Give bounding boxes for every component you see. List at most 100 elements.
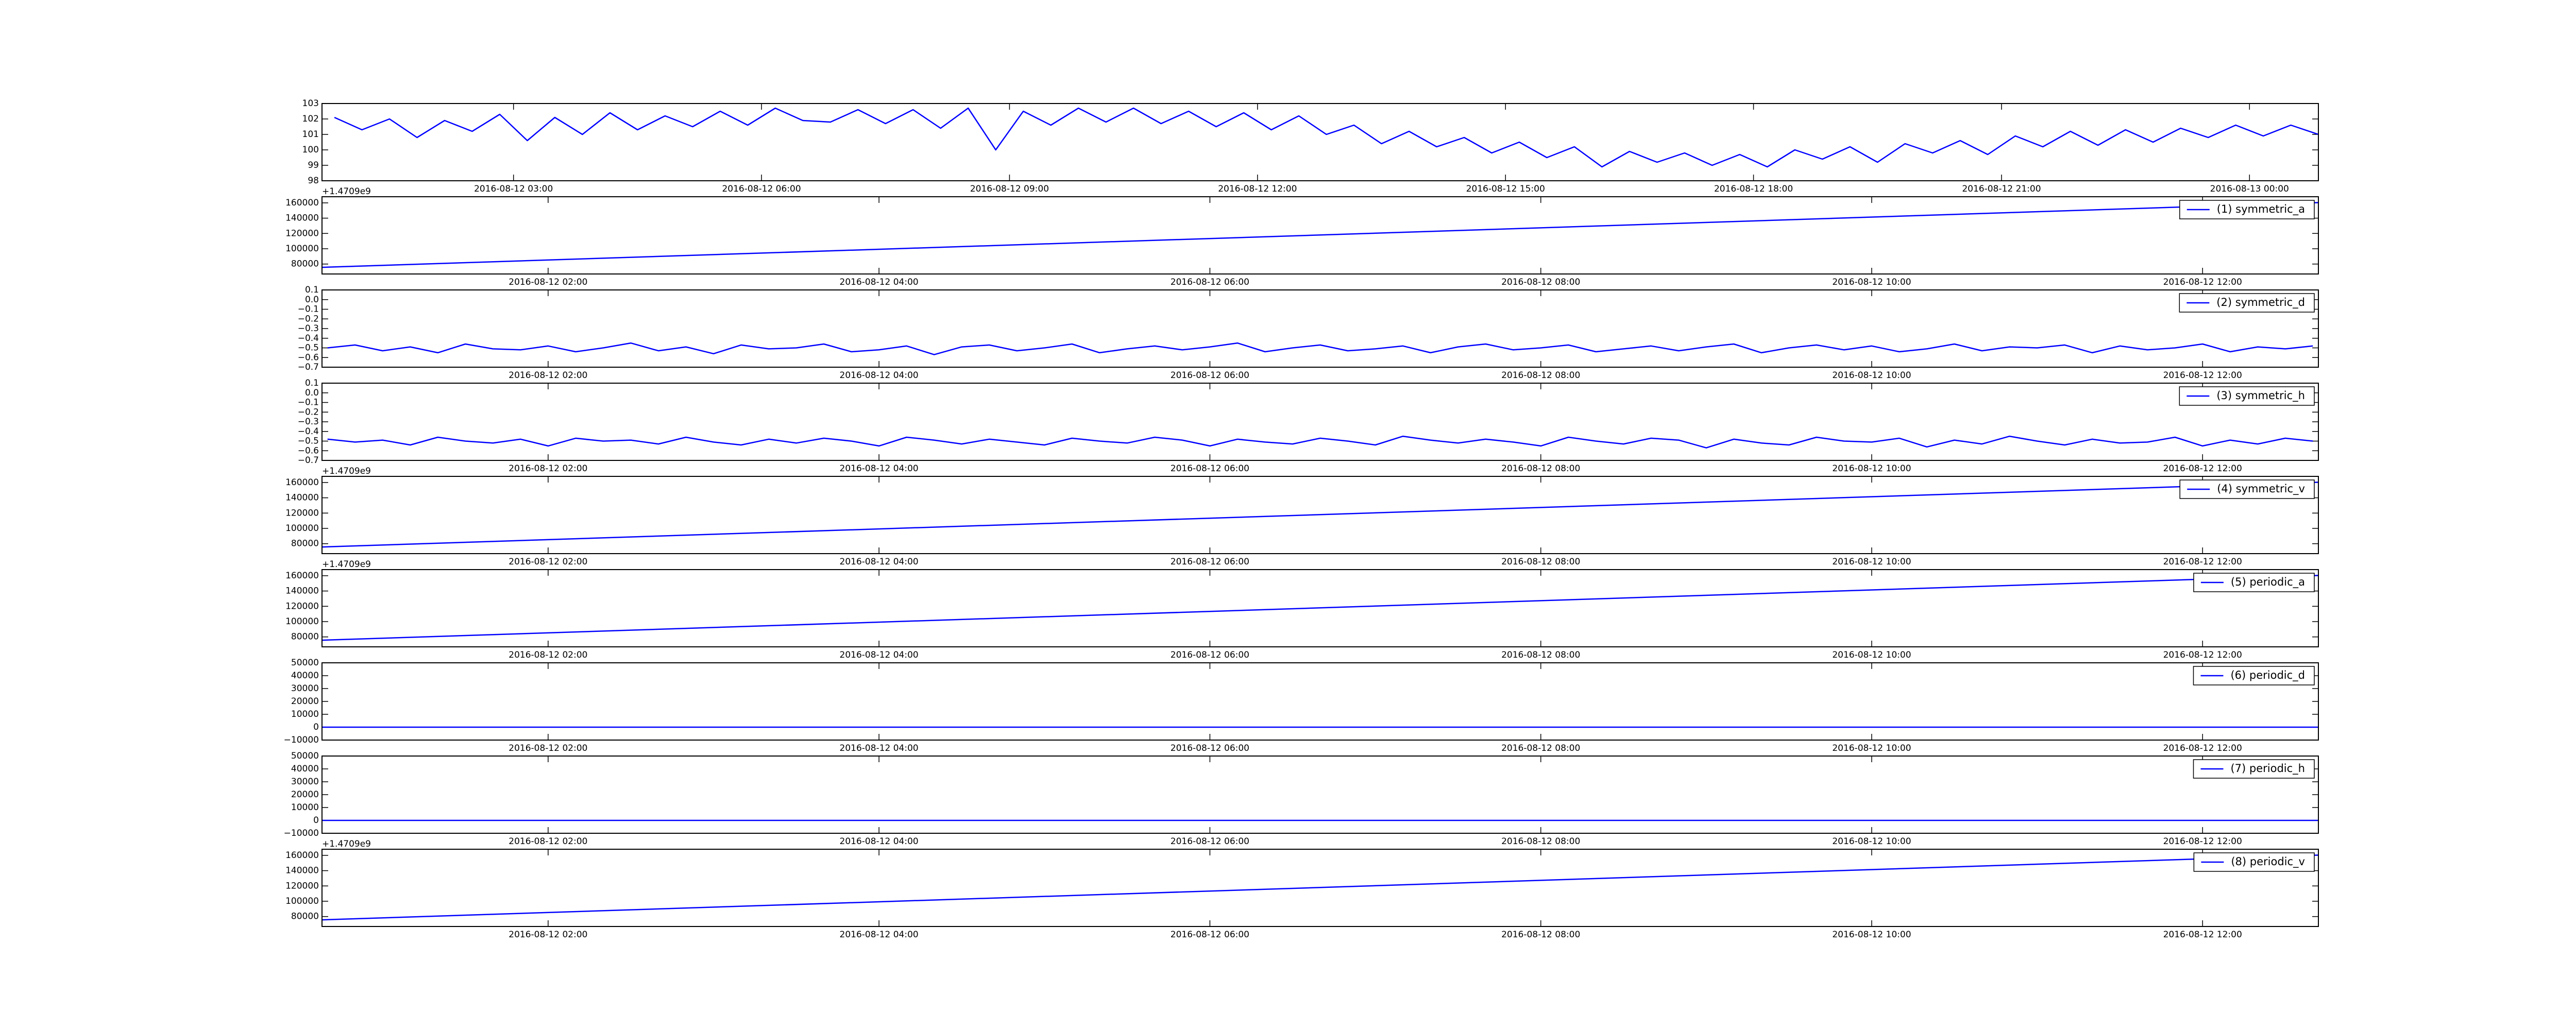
axes-frame [321,289,2319,368]
x-tick-label: 2016-08-12 03:00 [474,184,553,194]
x-tick-label: 2016-08-12 02:00 [509,743,587,753]
x-tick-label: 2016-08-12 06:00 [1171,557,1249,567]
y-tick-label: −0.7 [298,362,319,372]
y-tick-label: 140000 [285,586,319,596]
y-tick-label: 0.0 [305,295,319,305]
x-tick-label: 2016-08-12 12:00 [1218,184,1297,194]
y-tick-label: 20000 [291,696,319,707]
axes-frame [321,476,2319,554]
x-tick-label: 2016-08-12 12:00 [2163,743,2242,753]
y-tick-label: 160000 [285,850,319,861]
y-tick-label: 100000 [285,244,319,254]
subplot: 80000 100000 120000 140000 160000 2016-08-12 … [285,839,2319,940]
y-tick-label: 98 [308,176,319,186]
subplot: −10000 0 10000 20000 30000 40000 50000 2016-08-… [284,658,2319,753]
subplot: 98 99 100 101 102 103 2016-08-12 03:00 2016-08-… [302,98,2319,194]
x-tick-label: 2016-08-12 04:00 [840,650,919,660]
x-tick-label: 2016-08-12 04:00 [840,836,919,847]
x-tick-label: 2016-08-12 04:00 [840,277,919,287]
y-tick-label: −0.1 [298,304,319,315]
x-tick-label: 2016-08-12 04:00 [840,464,919,474]
y-tick-label: 0 [313,815,319,826]
y-tick-label: 80000 [291,259,319,269]
x-tick-label: 2016-08-12 06:00 [1171,370,1249,381]
x-tick-label: 2016-08-12 10:00 [1832,370,1911,381]
y-tick-label: −0.1 [298,398,319,408]
y-tick-label: 50000 [291,658,319,668]
x-tick-label: 2016-08-12 04:00 [840,370,919,381]
x-tick-label: 2016-08-12 12:00 [2163,464,2242,474]
y-tick-label: 160000 [285,198,319,208]
y-tick-label: 40000 [291,764,319,774]
series-line [322,575,2318,641]
y-tick-label: 10000 [291,709,319,719]
axes-frame [321,849,2319,927]
y-tick-label: 140000 [285,493,319,503]
offset-text: +1.4709e9 [322,839,371,849]
y-tick-label: 100000 [285,896,319,906]
series-line [327,342,2313,355]
legend-label: (6) periodic_d [2230,669,2305,682]
x-tick-label: 2016-08-12 12:00 [2163,370,2242,381]
y-tick-label: −0.3 [298,417,319,427]
axes-frame [321,569,2319,647]
axes-frame [321,662,2319,741]
y-tick-label: 80000 [291,539,319,549]
y-tick-label: 160000 [285,477,319,488]
y-tick-label: 0.1 [305,378,319,388]
y-tick-label: −0.6 [298,352,319,363]
x-tick-label: 2016-08-12 10:00 [1832,277,1911,287]
series-line [327,435,2313,449]
x-tick-label: 2016-08-12 12:00 [2163,650,2242,660]
x-tick-label: 2016-08-12 10:00 [1832,743,1911,753]
y-tick-label: 103 [302,98,319,109]
x-tick-label: 2016-08-12 09:00 [970,184,1049,194]
y-tick-label: −10000 [284,735,319,745]
y-tick-label: 120000 [285,508,319,518]
x-tick-label: 2016-08-12 10:00 [1832,836,1911,847]
subplot: 80000 100000 120000 140000 160000 2016-08-12 … [285,559,2319,660]
x-tick-label: 2016-08-13 00:00 [2210,184,2289,194]
series-line [322,202,2318,268]
legend-label: (8) periodic_v [2231,855,2305,868]
y-tick-label: 100000 [285,523,319,534]
axes-frame [321,756,2319,834]
legend: (1) symmetric_a [2179,200,2315,219]
y-tick-label: −0.5 [298,436,319,447]
axes-frame [321,383,2319,461]
x-tick-label: 2016-08-12 12:00 [2163,836,2242,847]
axes-frame [321,196,2319,274]
x-tick-label: 2016-08-12 06:00 [1171,464,1249,474]
y-tick-label: 80000 [291,632,319,642]
series-line [334,107,2318,168]
y-tick-label: −0.2 [298,407,319,417]
legend-label: (7) periodic_h [2230,762,2305,775]
x-tick-label: 2016-08-12 06:00 [1171,277,1249,287]
y-tick-label: −0.7 [298,455,319,466]
y-tick-label: 0.1 [305,285,319,295]
x-tick-label: 2016-08-12 12:00 [2163,557,2242,567]
series-line [322,854,2318,921]
x-tick-label: 2016-08-12 15:00 [1466,184,1545,194]
y-tick-label: 102 [302,114,319,124]
y-tick-label: 50000 [291,751,319,761]
x-tick-label: 2016-08-12 08:00 [1501,650,1580,660]
x-tick-label: 2016-08-12 10:00 [1832,464,1911,474]
x-tick-label: 2016-08-12 06:00 [1171,743,1249,753]
x-tick-label: 2016-08-12 06:00 [1171,650,1249,660]
subplot: −0.7−0.6−0.5−0.4−0.3−0.2−0.10.00.1 2016-0… [298,285,2319,381]
legend: (5) periodic_a [2193,573,2315,592]
x-tick-label: 2016-08-12 04:00 [840,557,919,567]
legend-label: (4) symmetric_v [2217,483,2305,495]
x-tick-label: 2016-08-12 21:00 [1962,184,2041,194]
y-tick-label: 120000 [285,601,319,611]
x-tick-label: 2016-08-12 08:00 [1501,464,1580,474]
y-tick-label: −0.4 [298,426,319,437]
legend-label: (3) symmetric_h [2216,389,2305,402]
x-tick-label: 2016-08-12 06:00 [1171,836,1249,847]
x-tick-label: 2016-08-12 08:00 [1501,930,1580,940]
y-tick-label: 100 [302,145,319,155]
y-tick-label: 0.0 [305,388,319,398]
series-line [322,482,2318,548]
